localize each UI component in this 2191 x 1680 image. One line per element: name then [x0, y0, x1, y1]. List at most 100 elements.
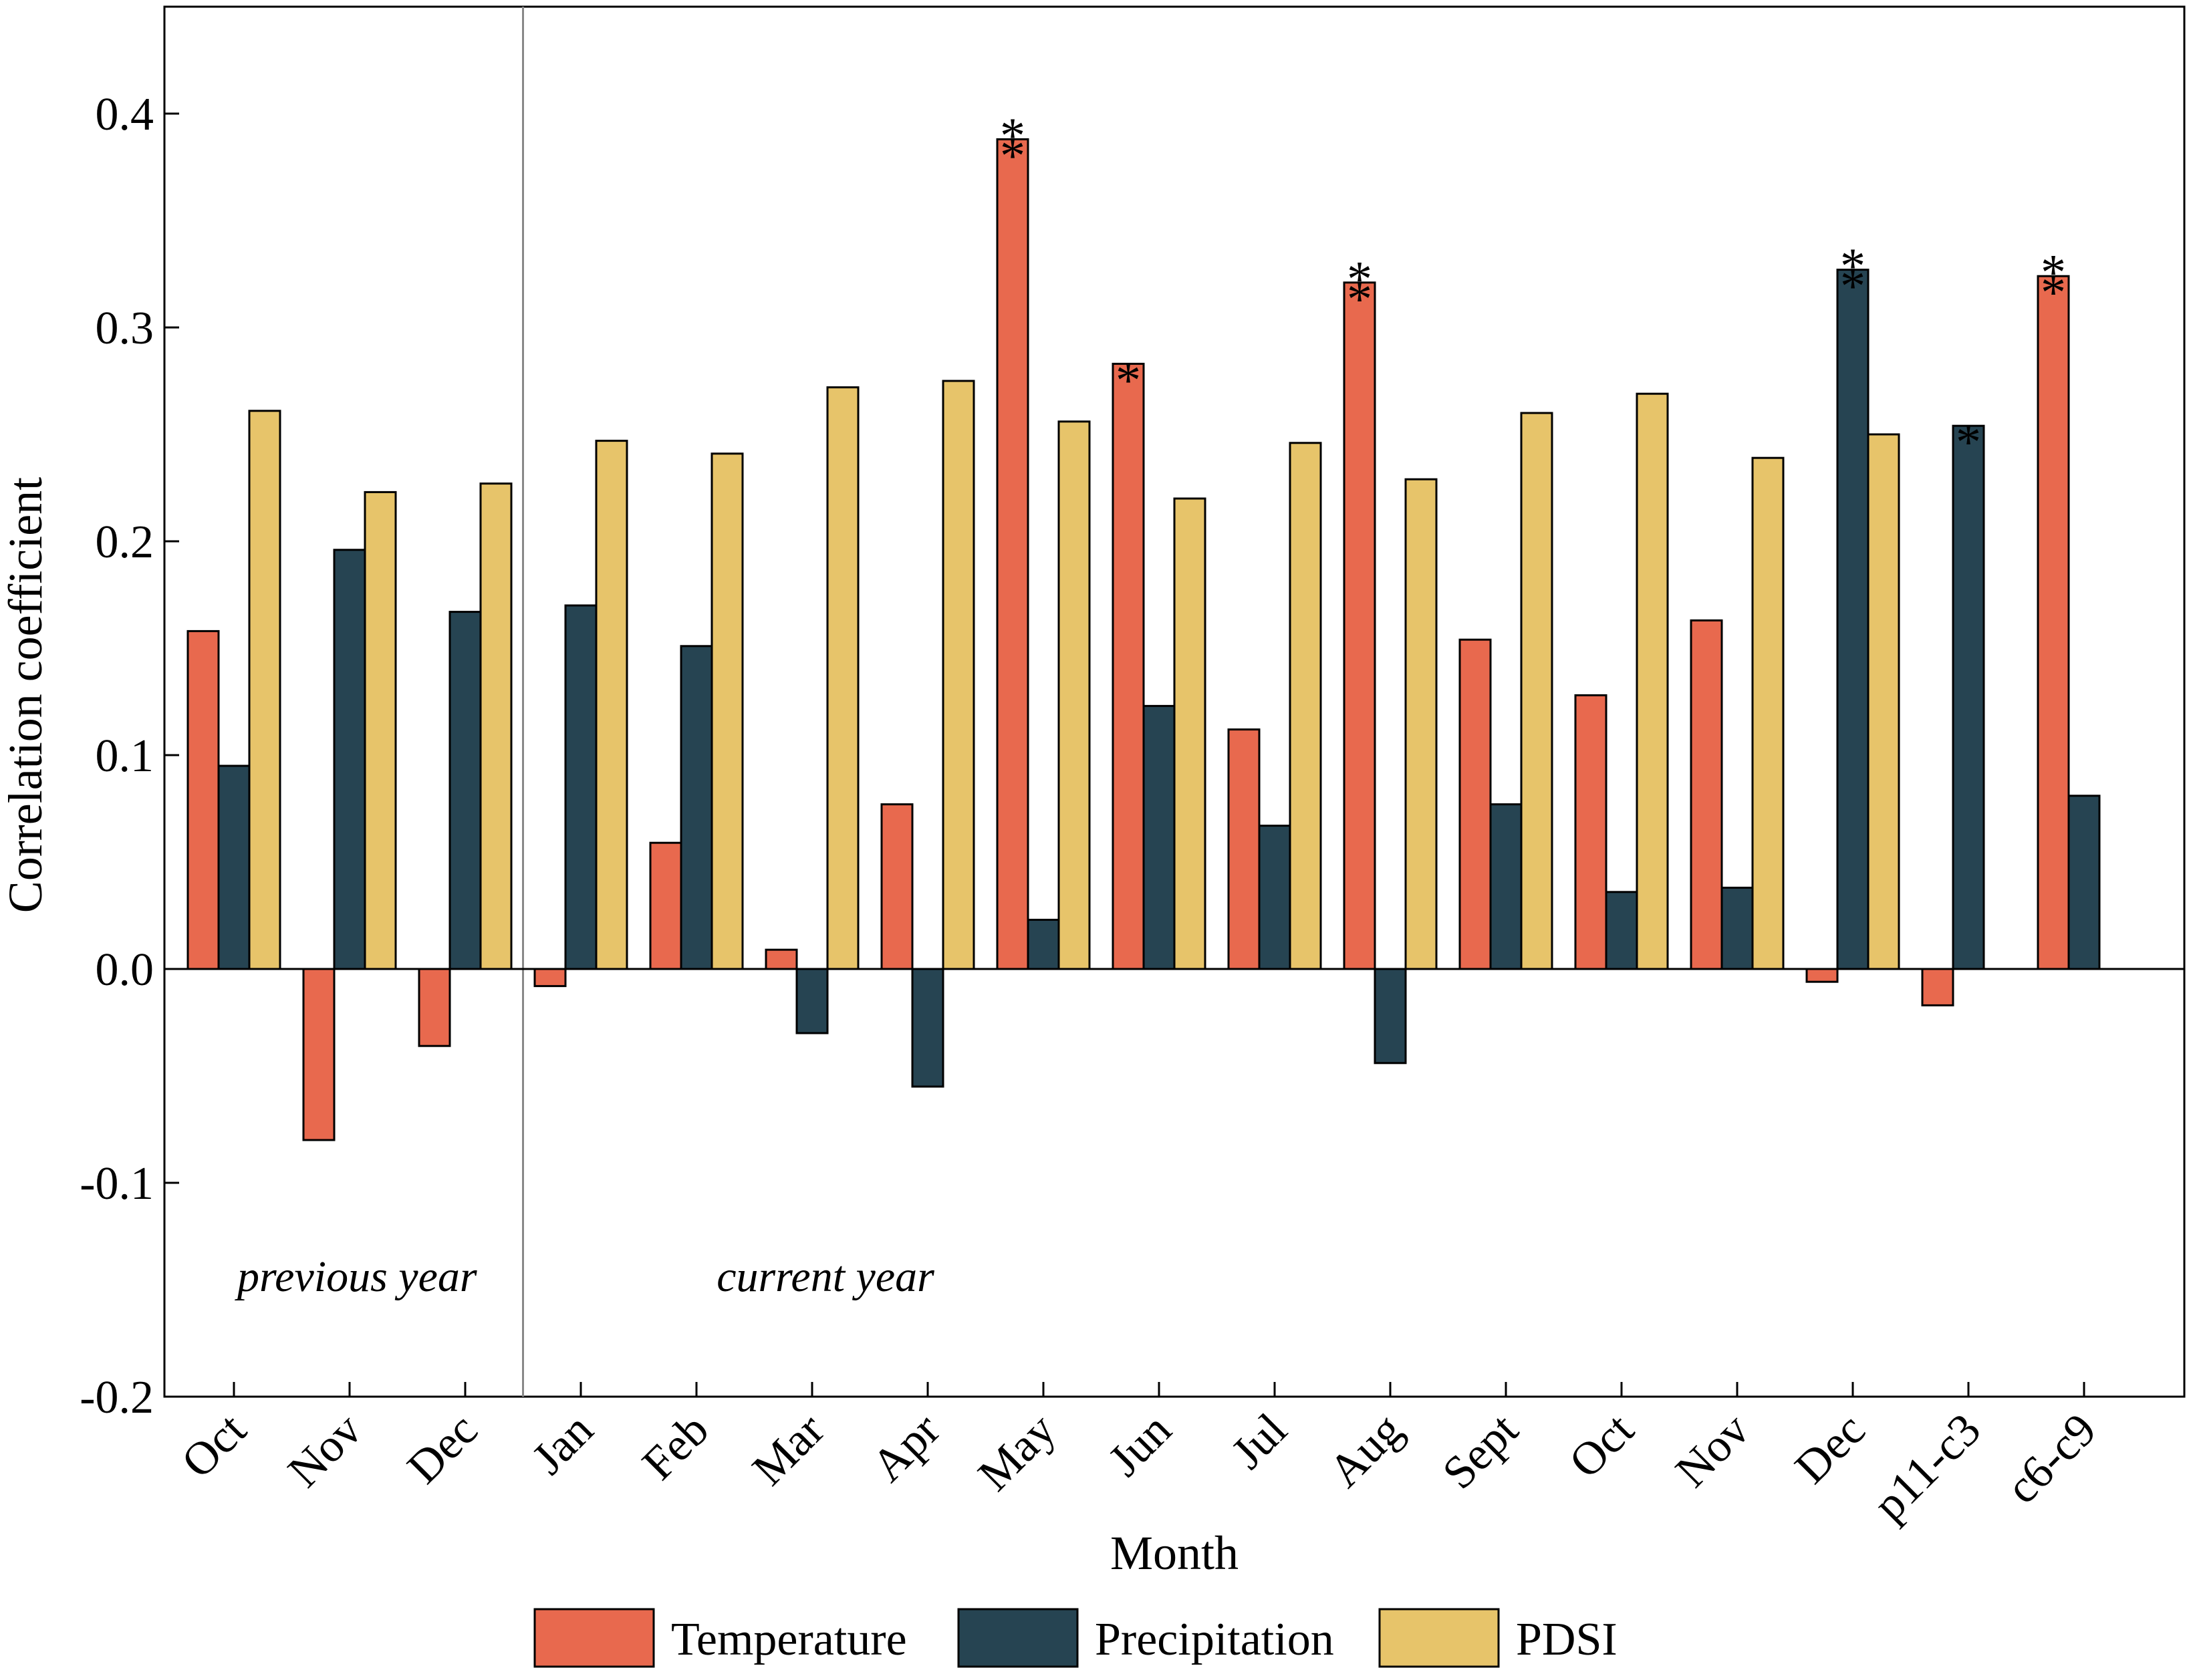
y-tick-label: 0.0: [96, 944, 154, 996]
bar-precipitation-nov: [1720, 886, 1754, 970]
bar-pdsi-nov: [1751, 456, 1785, 970]
bar-pdsi-nov: [364, 491, 397, 970]
y-tick-label: -0.1: [80, 1158, 154, 1210]
bar-pdsi-jun: [1173, 497, 1206, 970]
bar-precipitation-jan: [564, 604, 598, 970]
bar-temperature-c6-c9: [2037, 275, 2070, 970]
x-tick-label: Feb: [633, 1404, 719, 1490]
bar-precipitation-p11-c3: [1952, 424, 1985, 970]
plot-frame-group: [163, 5, 2186, 1398]
y-tick-label: 0.3: [96, 303, 154, 354]
bar-pdsi-aug: [1404, 478, 1438, 970]
significance-marker: *: [1347, 271, 1372, 327]
x-tick-label: Sept: [1433, 1403, 1529, 1499]
bar-temperature-may: [996, 138, 1029, 970]
bar-temperature-jul: [1227, 728, 1261, 970]
x-tick-label: Apr: [862, 1404, 950, 1492]
bar-temperature-apr: [880, 803, 914, 970]
x-tick-labels: Oct Nov Dec Jan Feb Mar Apr May Jun Jul Aug Sept Oct…: [172, 1403, 2106, 1530]
bar-precipitation-c6-c9: [2067, 795, 2101, 970]
legend-label-pdsi: PDSI: [1516, 1614, 1618, 1665]
bar-precipitation-mar: [795, 968, 829, 1034]
x-tick-label: c6-c9: [1996, 1404, 2106, 1514]
bar-precipitation-jul: [1258, 825, 1291, 970]
bar-pdsi-apr: [942, 380, 975, 970]
bar-precipitation-jun: [1142, 704, 1176, 970]
x-tick-label: Nov: [1666, 1404, 1760, 1498]
significance-marker: *: [1840, 239, 1865, 295]
bar-pdsi-oct: [1636, 392, 1669, 970]
x-tick-label: Jun: [1099, 1404, 1181, 1486]
bar-pdsi-mar: [826, 386, 860, 970]
bar-temperature-aug: [1343, 281, 1376, 970]
bar-pdsi-feb: [711, 452, 744, 970]
bar-pdsi-jul: [1289, 442, 1322, 970]
x-tick-label: Mar: [743, 1404, 834, 1496]
legend-swatch-temperature: [533, 1608, 655, 1668]
bars-group: [186, 138, 2101, 1141]
x-tick-label: Aug: [1319, 1404, 1413, 1498]
bar-pdsi-oct: [248, 410, 281, 970]
significance-marker: *: [1347, 251, 1372, 307]
bar-temperature-nov: [302, 968, 336, 1141]
legend-swatch-precipitation: [957, 1608, 1079, 1668]
x-axis-label: Month: [1110, 1526, 1239, 1580]
axes-group: [164, 112, 2184, 1398]
legend-label-temperature: Temperature: [671, 1614, 907, 1665]
bar-temperature-dec: [1805, 968, 1839, 983]
legend-label-precipitation: Precipitation: [1095, 1614, 1334, 1665]
y-tick-label: -0.2: [80, 1372, 154, 1423]
bar-temperature-nov: [1690, 619, 1723, 970]
bar-temperature-oct: [1574, 694, 1607, 970]
bar-precipitation-feb: [680, 645, 713, 970]
significance-marker: *: [1000, 128, 1025, 184]
legend-swatch-pdsi: [1378, 1608, 1500, 1668]
significance-marker: *: [2041, 245, 2066, 301]
bar-precipitation-aug: [1374, 968, 1407, 1065]
bar-precipitation-may: [1027, 918, 1060, 970]
x-tick-label: Dec: [1785, 1404, 1875, 1494]
significance-marker: *: [1000, 108, 1025, 164]
bar-temperature-feb: [649, 841, 682, 970]
x-tick-label: Oct: [172, 1403, 256, 1488]
plot-frame: [163, 5, 2186, 1398]
bar-precipitation-oct: [217, 764, 251, 970]
bar-pdsi-dec: [1867, 433, 1900, 970]
annotation-previous-year: previous year: [235, 1252, 477, 1301]
x-tick-label: Jan: [523, 1404, 603, 1484]
x-tick-label: May: [969, 1404, 1065, 1501]
legend: Temperature Precipitation PDSI: [533, 1608, 1618, 1668]
significance-markers: ***** *****: [1000, 108, 2066, 470]
significance-marker: *: [2041, 265, 2066, 321]
x-tick-label: Jul: [1222, 1404, 1297, 1479]
bar-pdsi-sept: [1520, 412, 1553, 970]
x-tick-label: Dec: [398, 1404, 487, 1494]
x-tick-label: Oct: [1559, 1403, 1644, 1488]
bar-pdsi-dec: [479, 482, 513, 970]
bar-pdsi-jan: [595, 440, 628, 970]
bar-temperature-oct: [186, 629, 220, 970]
x-tick-label: p11-c3: [1863, 1404, 1990, 1531]
bar-precipitation-dec: [448, 611, 482, 970]
significance-marker: *: [1116, 352, 1141, 408]
y-tick-labels: -0.2 -0.1 0.0 0.1 0.2 0.3 0.4: [80, 89, 154, 1423]
bar-temperature-dec: [418, 968, 451, 1047]
y-axis-label: Correlation coefficient: [0, 477, 52, 913]
bar-temperature-jun: [1112, 362, 1145, 970]
bar-precipitation-sept: [1489, 803, 1523, 970]
bar-temperature-mar: [765, 948, 798, 970]
y-tick-label: 0.4: [96, 89, 154, 140]
bar-pdsi-may: [1057, 420, 1091, 970]
significance-marker: *: [1840, 259, 1865, 315]
bar-temperature-p11-c3: [1921, 968, 1954, 1006]
bar-precipitation-oct: [1605, 891, 1638, 970]
y-tick-label: 0.2: [96, 517, 154, 568]
bar-temperature-jan: [533, 968, 567, 988]
y-tick-label: 0.1: [96, 730, 154, 782]
significance-marker: *: [1956, 414, 1981, 470]
bar-temperature-sept: [1458, 638, 1492, 970]
annotation-current-year: current year: [717, 1252, 934, 1301]
bar-precipitation-nov: [333, 549, 366, 970]
bar-precipitation-dec: [1836, 269, 1870, 970]
